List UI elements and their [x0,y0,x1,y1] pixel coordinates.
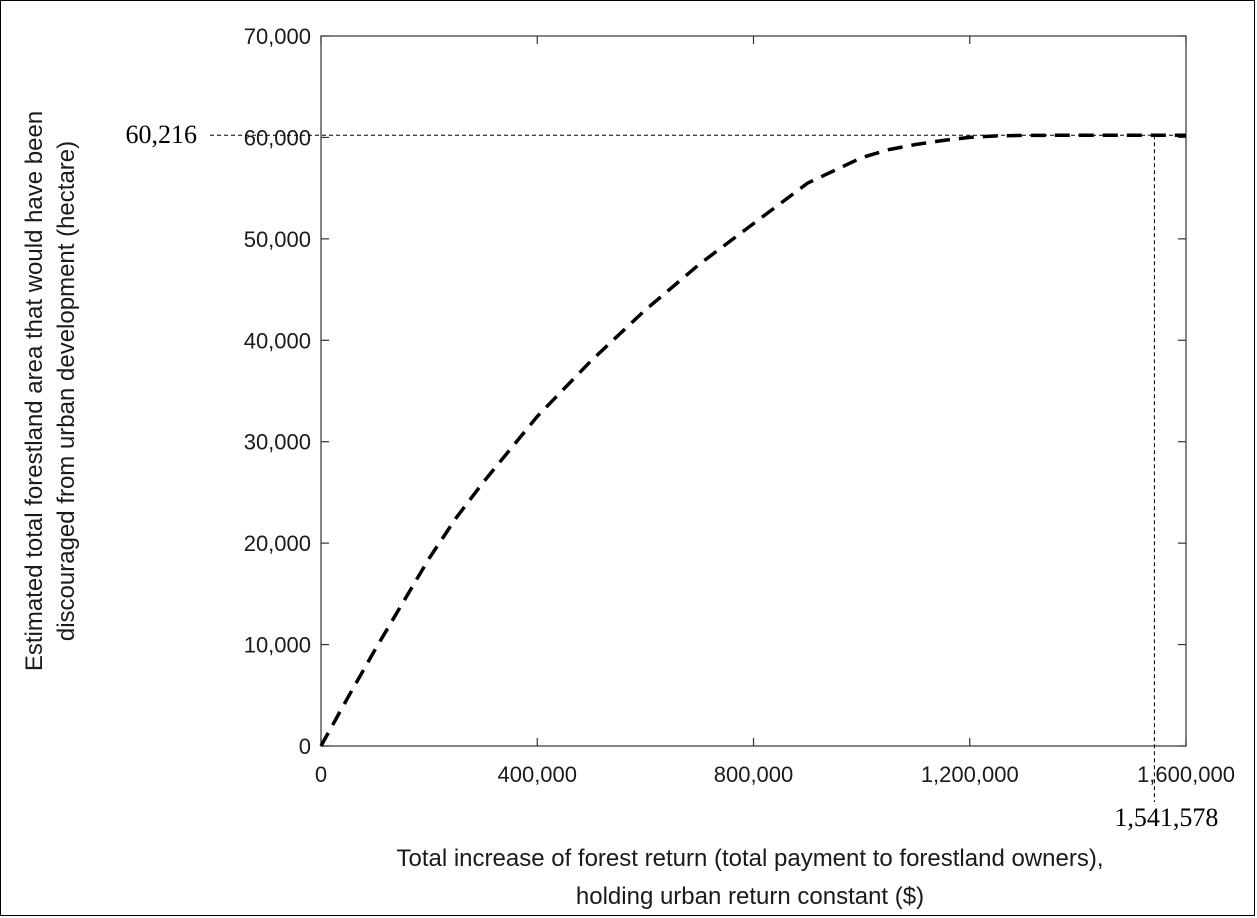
x-tick-label: 800,000 [714,762,794,787]
plot-area-border [320,35,1187,747]
x-annotation-label: 1,541,578 [1114,803,1218,832]
y-annotation-label: 60,216 [126,120,198,149]
x-tick-label: 1,200,000 [921,762,1019,787]
y-tick-label: 50,000 [244,227,311,252]
y-tick-label: 10,000 [244,633,311,658]
y-tick-label: 30,000 [244,430,311,455]
annotations: 60,216 1,541,578 [126,120,1219,832]
y-axis-label-line: Estimated total forestland area that wou… [21,111,48,671]
annotation-guides [210,134,1186,802]
x-tick-label: 400,000 [497,762,577,787]
y-axis-label: Estimated total forestland area that wou… [21,111,80,671]
y-tick-label: 0 [299,734,311,759]
y-tick-label: 60,000 [244,125,311,150]
x-tick-label: 1,600,000 [1137,762,1235,787]
x-axis-label-line: Total increase of forest return (total p… [396,845,1103,872]
y-axis-label-line: discouraged from urban development (hect… [53,141,80,641]
series-line [319,133,1186,747]
x-axis-label: Total increase of forest return (total p… [396,845,1103,910]
x-axis-label-line: holding urban return constant ($) [576,883,924,910]
y-tick-label: 40,000 [244,328,311,353]
x-tick-label: 0 [315,762,327,787]
y-tick-label: 70,000 [244,24,311,49]
x-axis-ticks: 0 400,000 800,000 1,200,000 1,600,000 [315,36,1235,787]
y-axis-ticks: 0 10,000 20,000 30,000 40,000 50,000 60,000 70,… [244,24,1186,759]
y-tick-label: 20,000 [244,531,311,556]
